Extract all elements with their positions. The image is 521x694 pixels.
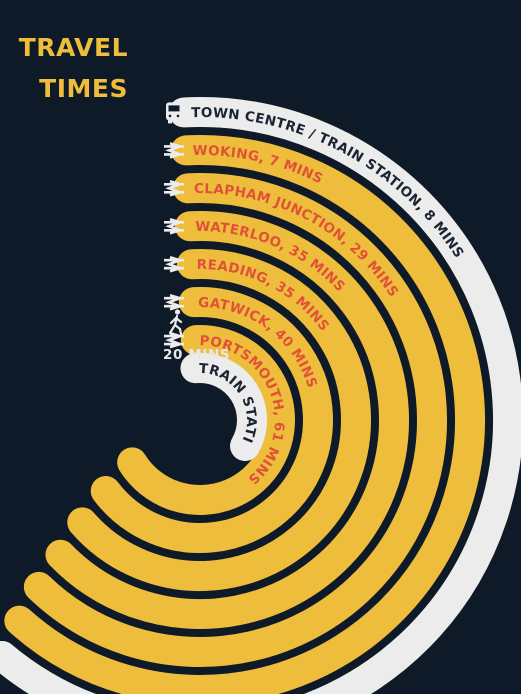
national-rail-icon bbox=[164, 142, 185, 159]
route-ring-3 bbox=[45, 211, 409, 629]
title-line-1: TRAVEL bbox=[18, 33, 128, 62]
bus-icon bbox=[166, 102, 182, 124]
title-line-2: TIMES bbox=[39, 74, 128, 103]
route-ring-6 bbox=[117, 325, 295, 515]
route-ring-4 bbox=[67, 249, 371, 591]
route-ring-0 bbox=[0, 97, 521, 694]
national-rail-icon bbox=[164, 293, 185, 311]
route-ring-7 bbox=[180, 353, 267, 461]
national-rail-icon bbox=[164, 331, 185, 349]
route-ring-5 bbox=[90, 287, 333, 553]
national-rail-icon bbox=[164, 255, 185, 273]
route-ring-2 bbox=[23, 173, 447, 667]
route-ring-1 bbox=[4, 135, 485, 694]
national-rail-icon bbox=[164, 180, 185, 197]
walking-person-icon bbox=[168, 309, 183, 336]
walk-duration-label: 20 MINS bbox=[163, 347, 231, 363]
national-rail-icon bbox=[164, 218, 185, 235]
